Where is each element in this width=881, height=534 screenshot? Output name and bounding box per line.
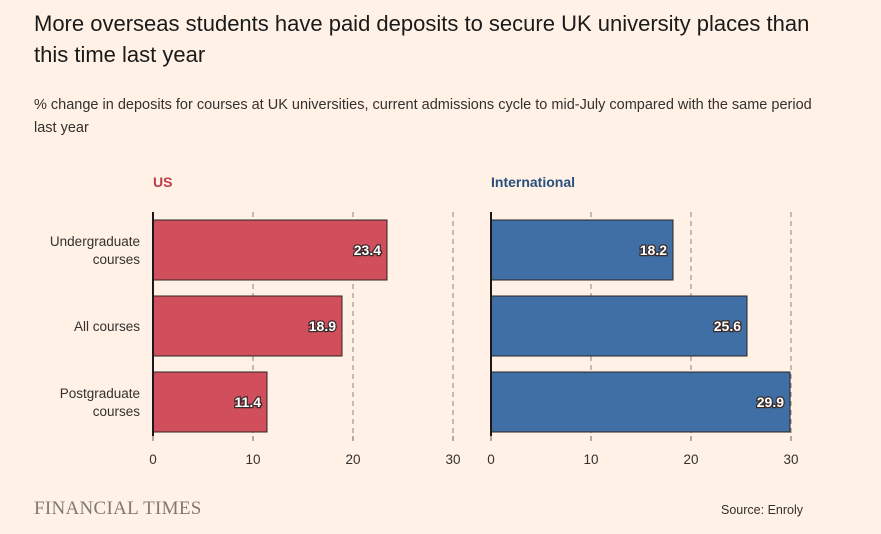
category-label: Undergraduate bbox=[50, 234, 140, 249]
tick-label: 20 bbox=[683, 452, 698, 467]
bar bbox=[490, 295, 748, 357]
source-note: Source: Enroly bbox=[721, 503, 803, 517]
data-label: 18.2 bbox=[640, 242, 667, 258]
bar bbox=[152, 219, 388, 281]
tick-label: 10 bbox=[245, 452, 260, 467]
bar bbox=[490, 371, 791, 433]
chart-subtitle: % change in deposits for courses at UK u… bbox=[34, 97, 812, 136]
tick-label: 0 bbox=[149, 452, 157, 467]
panel-label: US bbox=[153, 174, 172, 190]
data-label: 25.6 bbox=[714, 318, 741, 334]
panel-label: International bbox=[491, 174, 575, 190]
bar bbox=[152, 371, 268, 433]
data-label: 29.9 bbox=[757, 394, 784, 410]
tick-label: 30 bbox=[783, 452, 798, 467]
tick-label: 30 bbox=[445, 452, 460, 467]
tick-label: 20 bbox=[345, 452, 360, 467]
tick-label: 10 bbox=[583, 452, 598, 467]
chart-title: More overseas students have paid deposit… bbox=[34, 11, 810, 67]
category-label: courses bbox=[93, 252, 141, 267]
category-label: Postgraduate bbox=[60, 386, 140, 401]
category-label: courses bbox=[93, 404, 141, 419]
bar bbox=[490, 219, 674, 281]
data-label: 11.4 bbox=[235, 394, 262, 410]
category-label: All courses bbox=[74, 319, 140, 334]
ft-logo-text: FINANCIAL TIMES bbox=[34, 498, 202, 519]
tick-label: 0 bbox=[487, 452, 495, 467]
data-label: 23.4 bbox=[354, 242, 381, 258]
bar bbox=[152, 295, 343, 357]
data-label: 18.9 bbox=[309, 318, 336, 334]
